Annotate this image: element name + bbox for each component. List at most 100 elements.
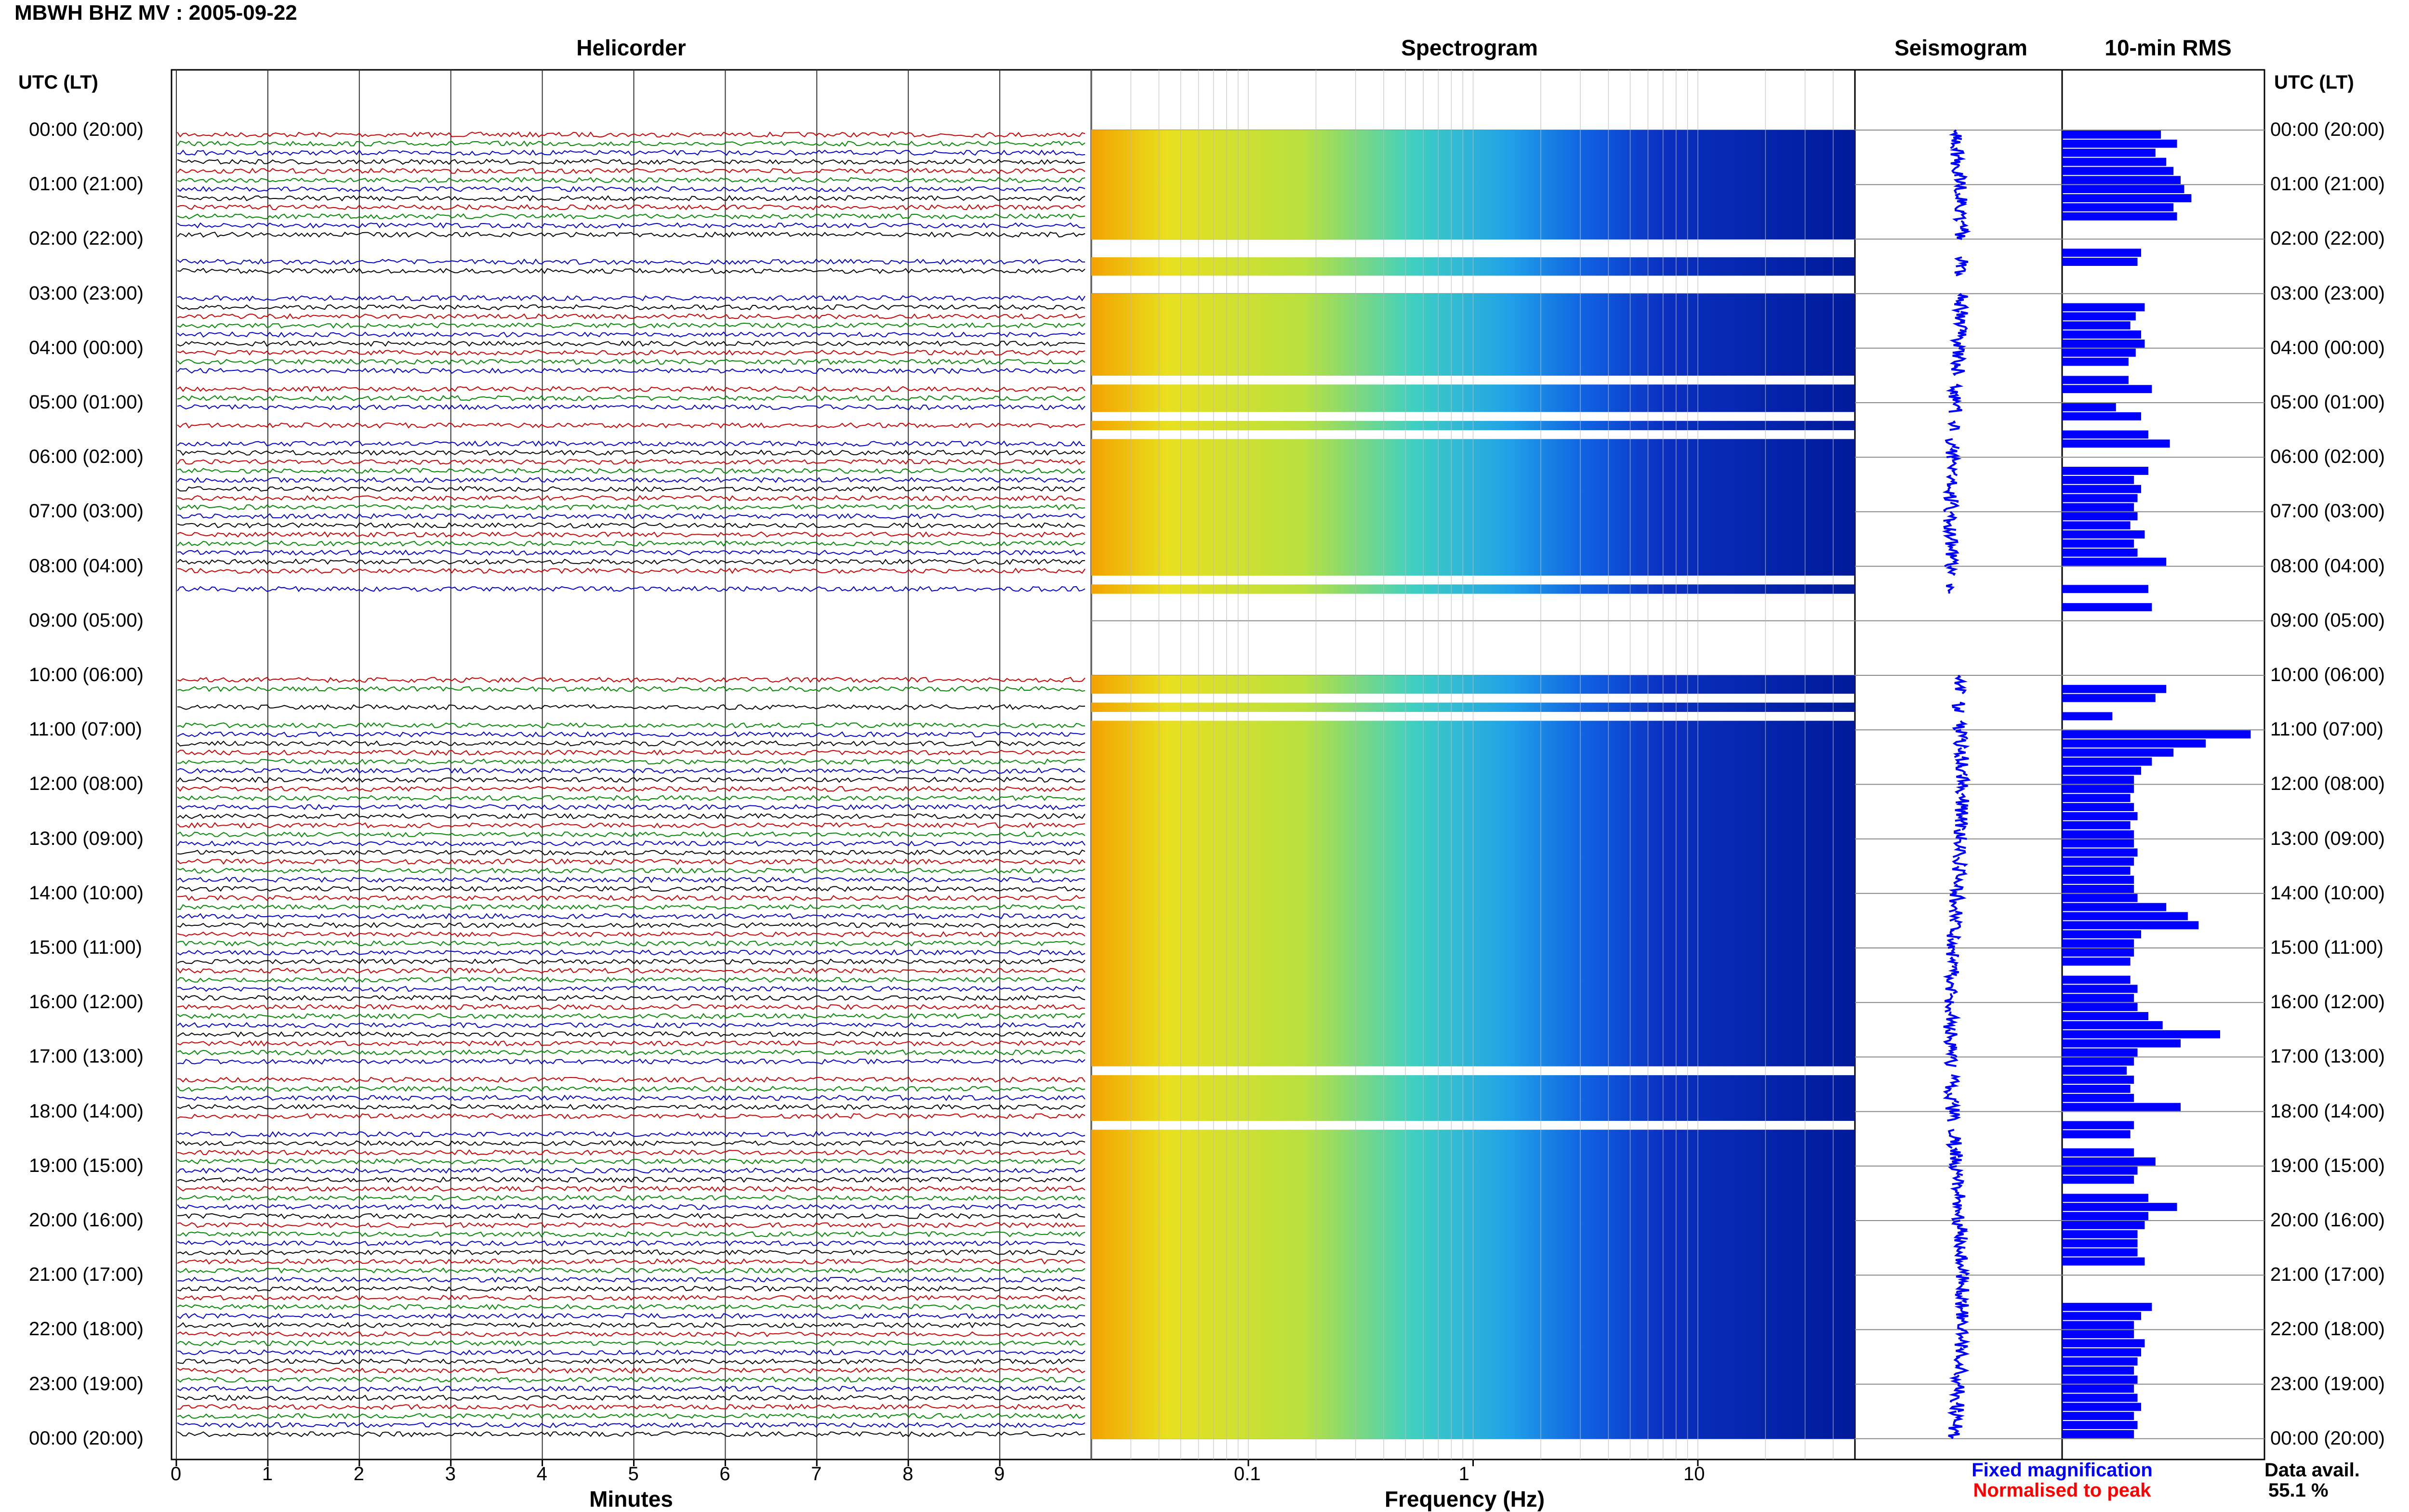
helicorder-trace (177, 186, 1085, 192)
helicorder-trace (177, 849, 1085, 856)
seismogram-trace (1951, 302, 1970, 313)
helicorder-trace (177, 803, 1085, 811)
hour-label-right: 23:00 (19:00) (2270, 1373, 2385, 1394)
helicorder-trace (177, 867, 1085, 874)
seismogram-trace (1952, 738, 1970, 749)
rms-bar (2062, 357, 2129, 366)
hour-label-left: 10:00 (06:00) (29, 664, 144, 685)
seismogram-trace (1944, 556, 1959, 567)
rms-bar (2062, 757, 2152, 766)
seismogram-trace (1946, 383, 1964, 395)
helicorder-trace (177, 740, 1085, 747)
rms-bar (2062, 957, 2131, 966)
seismogram-trace (1951, 1210, 1965, 1222)
seismogram-trace (1947, 420, 1960, 431)
rms-bar (2062, 539, 2134, 548)
seismogram-trace (1943, 1020, 1958, 1031)
helicorder-trace (177, 967, 1085, 974)
minute-tick: 8 (902, 1463, 913, 1485)
hour-label-right: 18:00 (14:00) (2270, 1100, 2385, 1122)
rms-bar (2062, 1221, 2145, 1229)
minute-tick: 3 (445, 1463, 456, 1485)
left-axis-label: UTC (LT) (18, 72, 98, 93)
helicorder-trace (177, 886, 1085, 893)
rms-bar (2062, 1430, 2134, 1438)
helicorder-trace (177, 1294, 1085, 1301)
seismogram-trace (1947, 1410, 1965, 1422)
seismogram-trace (1955, 1292, 1970, 1303)
rms-bar (2062, 903, 2167, 911)
rms-bar (2062, 1239, 2138, 1248)
helicorder-trace (177, 767, 1085, 774)
seismogram-trace (1946, 938, 1959, 949)
rms-bar (2062, 1375, 2138, 1384)
hour-label-right: 08:00 (04:00) (2270, 555, 2385, 577)
seismogram-trace (1949, 1402, 1965, 1413)
hour-label-right: 07:00 (03:00) (2270, 500, 2385, 522)
helicorder-trace (177, 1140, 1085, 1146)
rms-bar (2062, 521, 2131, 530)
hour-label-right: 01:00 (21:00) (2270, 173, 2385, 195)
rms-bar (2062, 485, 2141, 493)
minute-tick: 5 (628, 1463, 639, 1485)
seismogram-trace (1946, 474, 1958, 486)
seismogram-trace (1951, 165, 1963, 177)
hour-label-left: 13:00 (09:00) (29, 828, 144, 849)
seismogram-trace (1957, 1319, 1969, 1331)
rms-bar (2062, 258, 2138, 266)
hour-label-right: 22:00 (18:00) (2270, 1318, 2385, 1340)
rms-bar (2062, 1257, 2145, 1266)
seismogram-trace (1949, 356, 1967, 368)
seismogram-trace (1953, 174, 1968, 186)
rms-bar (2062, 158, 2167, 166)
helicorder-trace (177, 349, 1085, 356)
seismogram-trace (1955, 1328, 1969, 1340)
rms-bar (2062, 1339, 2145, 1348)
helicorder-trace (177, 1104, 1085, 1110)
helicorder-trace (177, 949, 1085, 956)
hour-label-left: 09:00 (05:00) (29, 609, 144, 631)
legend-normalised: Normalised to peak (1973, 1480, 2151, 1501)
helicorder-trace (177, 1303, 1085, 1310)
seismogram-trace (1945, 438, 1960, 449)
rms-bar (2062, 694, 2156, 702)
rms-bar (2062, 548, 2138, 557)
seismogram-trace (1948, 1156, 1962, 1167)
helicorder-trace (177, 1004, 1085, 1011)
helicorder-trace (177, 1212, 1085, 1220)
hour-label-left: 01:00 (21:00) (29, 173, 144, 195)
rms-bar (2062, 339, 2145, 348)
seismogram-trace (1948, 129, 1962, 140)
hour-label-left: 19:00 (15:00) (29, 1155, 144, 1176)
seismogram-trace (1946, 583, 1955, 594)
seismogram-trace (1954, 1256, 1968, 1267)
rms-bar (2062, 403, 2116, 411)
helicorder-trace (177, 1167, 1085, 1174)
hour-label-right: 11:00 (07:00) (2270, 719, 2383, 740)
seismogram-trace (1943, 493, 1959, 503)
helicorder-trace (177, 340, 1085, 347)
rms-bar (2062, 603, 2152, 611)
seismogram-trace (1955, 729, 1969, 740)
hour-label-left: 14:00 (10:00) (29, 882, 144, 904)
helicorder-trace (177, 331, 1085, 338)
helicorder-trace (177, 1258, 1085, 1265)
hour-label-left: 06:00 (02:00) (29, 446, 144, 468)
rms-bar (2062, 1330, 2134, 1339)
seismogram-trace (1951, 1220, 1968, 1231)
helicorder-trace (177, 404, 1085, 410)
helicorder-trace (177, 195, 1085, 202)
seismogram-trace (1948, 393, 1962, 404)
helicorder-trace (177, 1158, 1085, 1165)
rms-bar (2062, 1076, 2134, 1084)
hour-label-left: 20:00 (16:00) (29, 1210, 144, 1231)
seismogram-trace (1954, 202, 1967, 213)
helicorder-trace (177, 440, 1085, 447)
helicorder-trace (177, 1340, 1085, 1347)
hour-label-left: 23:00 (19:00) (29, 1373, 144, 1394)
seismogram-trace (1954, 1247, 1967, 1258)
seismogram-trace (1949, 338, 1967, 349)
seismogram-trace (1955, 684, 1967, 695)
rms-bar (2062, 203, 2174, 211)
seismogram-trace (1952, 720, 1968, 731)
